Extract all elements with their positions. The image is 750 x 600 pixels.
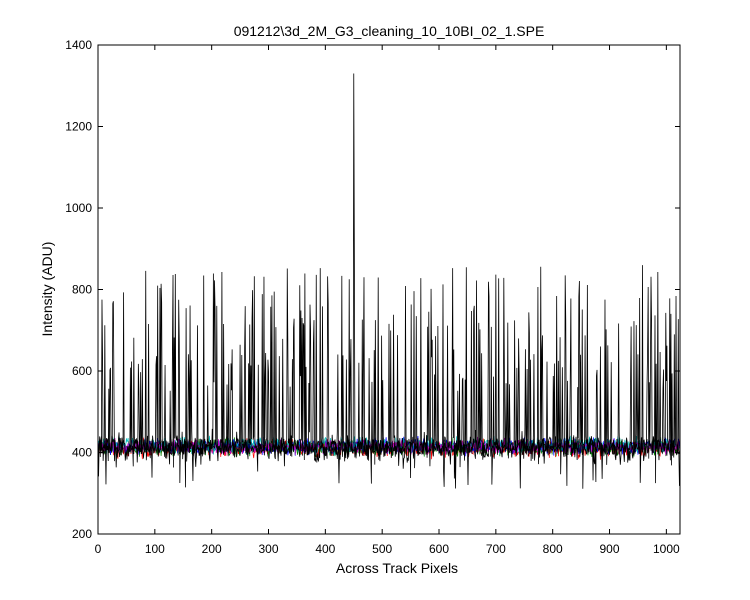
- y-tick-label: 200: [72, 527, 92, 541]
- tick-layer: 0 100 200 300 400 500 600 700 800 900 1000 200 400 60…: [65, 38, 680, 556]
- x-tick-label: 0: [95, 542, 102, 556]
- x-tick-label: 1000: [653, 542, 680, 556]
- x-tick-label: 300: [258, 542, 278, 556]
- y-axis-label: Intensity (ADU): [39, 242, 55, 337]
- y-tick-label: 1000: [65, 201, 92, 215]
- series-layer: [97, 73, 680, 489]
- x-tick-label: 700: [486, 542, 506, 556]
- series-line: [97, 73, 680, 489]
- x-tick-label: 400: [315, 542, 335, 556]
- x-tick-label: 800: [543, 542, 563, 556]
- x-tick-label: 600: [429, 542, 449, 556]
- x-axis-label: Across Track Pixels: [336, 560, 458, 576]
- y-tick-label: 800: [72, 283, 92, 297]
- x-tick-label: 500: [372, 542, 392, 556]
- chart-title: 091212\3d_2M_G3_cleaning_10_10BI_02_1.SP…: [234, 23, 545, 39]
- y-tick-label: 400: [72, 446, 92, 460]
- y-tick-label: 600: [72, 364, 92, 378]
- y-tick-label: 1400: [65, 38, 92, 52]
- x-tick-label: 900: [600, 542, 620, 556]
- x-tick-label: 100: [145, 542, 165, 556]
- x-tick-label: 200: [202, 542, 222, 556]
- y-tick-label: 1200: [65, 120, 92, 134]
